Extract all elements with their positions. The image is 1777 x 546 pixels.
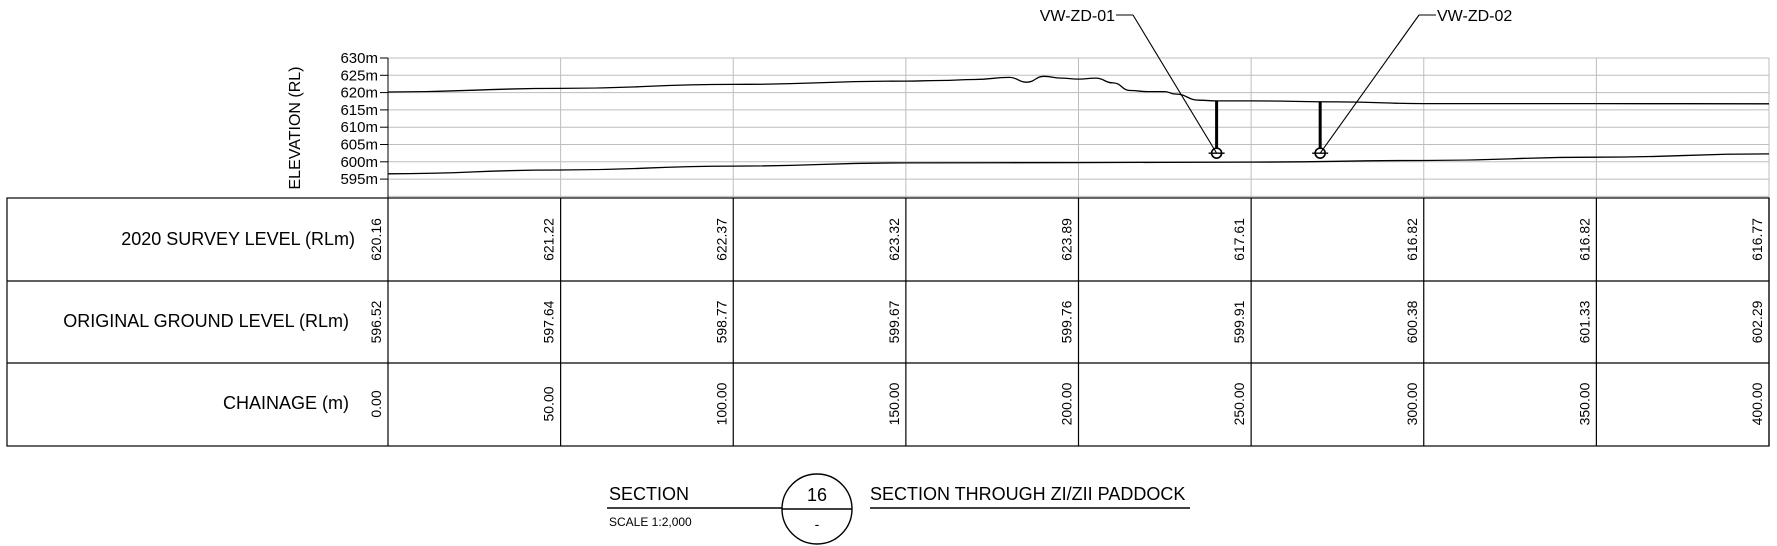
section-label: SECTION <box>609 484 689 504</box>
section-scale: SCALE 1:2,000 <box>609 515 692 529</box>
original-ground-level-value: 596.52 <box>368 300 384 343</box>
table-grid-lines <box>7 198 1770 446</box>
elevation-tick-label: 630m <box>340 50 378 67</box>
elevation-tick-label: 595m <box>340 171 378 188</box>
chainage-value: 250.00 <box>1231 382 1247 425</box>
row-label-chainage: CHAINAGE (m) <box>223 393 349 413</box>
elevation-chart: VW-ZD-01 VW-ZD-02 630m625m620m615m610m605… <box>287 8 1770 198</box>
original-ground-level-value: 599.91 <box>1231 300 1247 343</box>
original-ground-level-value: 599.67 <box>886 300 902 343</box>
piezometer-label: VW-ZD-02 <box>1437 8 1512 25</box>
chainage-value: 300.00 <box>1404 382 1420 425</box>
survey-level-value: 623.32 <box>886 218 902 261</box>
original-ground-level-line <box>387 153 1770 175</box>
survey-level-value: 620.16 <box>368 218 384 261</box>
section-number: 16 <box>807 485 827 505</box>
original-ground-level-value: 600.38 <box>1404 300 1420 343</box>
survey-level-value: 621.22 <box>541 218 557 261</box>
data-table: 2020 SURVEY LEVEL (RLm) ORIGINAL GROUND … <box>6 197 1770 447</box>
elevation-tick-label: 605m <box>340 137 378 154</box>
survey-level-value: 616.77 <box>1749 218 1765 261</box>
original-ground-level-value: 597.64 <box>541 300 557 343</box>
survey-level-value: 617.61 <box>1231 218 1247 261</box>
survey-level-value: 616.82 <box>1404 218 1420 261</box>
chart-annotations: VW-ZD-01 VW-ZD-02 <box>1040 8 1512 159</box>
original-ground-level-value: 602.29 <box>1749 300 1765 343</box>
survey-level-line <box>387 75 1770 105</box>
chart-series <box>387 75 1770 175</box>
section-title: SECTION THROUGH ZI/ZII PADDOCK <box>870 484 1185 504</box>
row-label-original-ground-level: ORIGINAL GROUND LEVEL (RLm) <box>63 311 349 331</box>
section-title-block: SECTION SCALE 1:2,000 16 - SECTION THROU… <box>607 473 1190 545</box>
elevation-tick-label: 600m <box>340 154 378 171</box>
chainage-value: 100.00 <box>713 382 729 425</box>
callout-leader-line <box>1319 14 1420 154</box>
original-ground-level-value: 601.33 <box>1576 300 1592 343</box>
chainage-value: 0.00 <box>368 390 384 417</box>
elevation-tick-label: 610m <box>340 119 378 136</box>
original-ground-level-value: 599.76 <box>1059 300 1075 343</box>
original-ground-level-value: 598.77 <box>713 300 729 343</box>
chainage-value: 50.00 <box>541 386 557 421</box>
elevation-tick-label: 620m <box>340 85 378 102</box>
table-values: 620.16 621.22 622.37 623.32 623.89 617.61 616.… <box>368 218 1765 426</box>
survey-level-value: 623.89 <box>1059 218 1075 261</box>
piezometer-label: VW-ZD-01 <box>1040 8 1115 25</box>
chart-grid <box>380 57 1770 198</box>
section-sheet-ref: - <box>815 516 820 532</box>
chainage-value: 150.00 <box>886 382 902 425</box>
elevation-tick-label: 615m <box>340 102 378 119</box>
elevation-axis-label: ELEVATION (RL) <box>287 67 304 190</box>
survey-level-value: 622.37 <box>713 218 729 261</box>
elevation-tick-label: 625m <box>340 67 378 84</box>
chainage-value: 350.00 <box>1576 382 1592 425</box>
row-label-survey-level: 2020 SURVEY LEVEL (RLm) <box>121 229 355 249</box>
survey-level-value: 616.82 <box>1576 218 1592 261</box>
callout-leader-line <box>1132 14 1218 154</box>
chainage-value: 400.00 <box>1749 382 1765 425</box>
chainage-value: 200.00 <box>1059 382 1075 425</box>
